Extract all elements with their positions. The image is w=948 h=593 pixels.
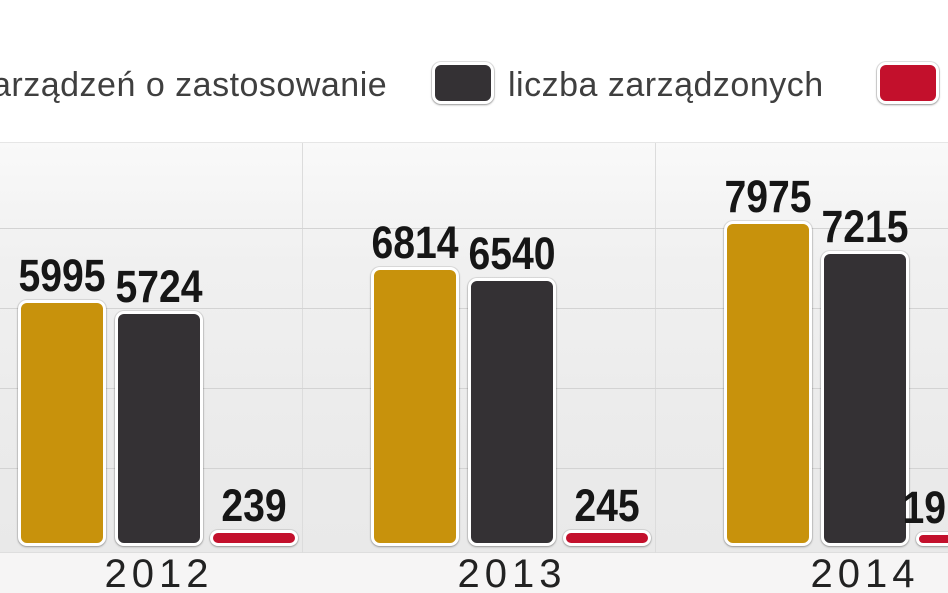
value-label-2013-series1: 6540 [468,228,556,279]
bar-2014-series2 [916,532,948,546]
legend-swatch-red [877,62,939,104]
bar-2013-series2 [563,530,651,546]
bar-2012-series0 [18,300,106,546]
legend-label-liczba-zarzadzonych: liczba zarządzonych [508,66,824,104]
bar-2013-series1 [468,278,556,546]
bar-2012-series1 [115,311,203,546]
legend: arządzeń o zastosowanie liczba zarządzon… [0,0,948,142]
x-axis: 2012 2013 2014 [0,553,948,593]
bar-2014-series0 [724,221,812,546]
value-label-2013-series0: 6814 [371,217,459,268]
x-axis-label-2014: 2014 [810,552,920,593]
value-label-2012-series0: 5995 [18,250,106,301]
bar-2012-series2 [210,530,298,546]
group-separator [302,143,303,554]
gridline-8000 [0,228,948,229]
value-label-2012-series1: 5724 [115,261,203,312]
value-label-2014-series2: 19 [902,482,946,533]
bar-2014-series1 [821,251,909,546]
group-separator [655,143,656,554]
value-label-2013-series2: 245 [574,480,640,531]
x-axis-label-2013: 2013 [457,552,567,593]
legend-label-zarzadzen-o-zastosowanie: arządzeń o zastosowanie [0,66,388,104]
legend-swatch-dark [432,62,494,104]
x-axis-label-2012: 2012 [104,552,214,593]
value-label-2012-series2: 239 [221,480,287,531]
value-label-2014-series1: 7215 [821,201,909,252]
bar-2013-series0 [371,267,459,546]
plot-area: 5995 6814 7975 5724 6540 7215 239 245 19 [0,142,948,554]
value-label-2014-series0: 7975 [724,171,812,222]
